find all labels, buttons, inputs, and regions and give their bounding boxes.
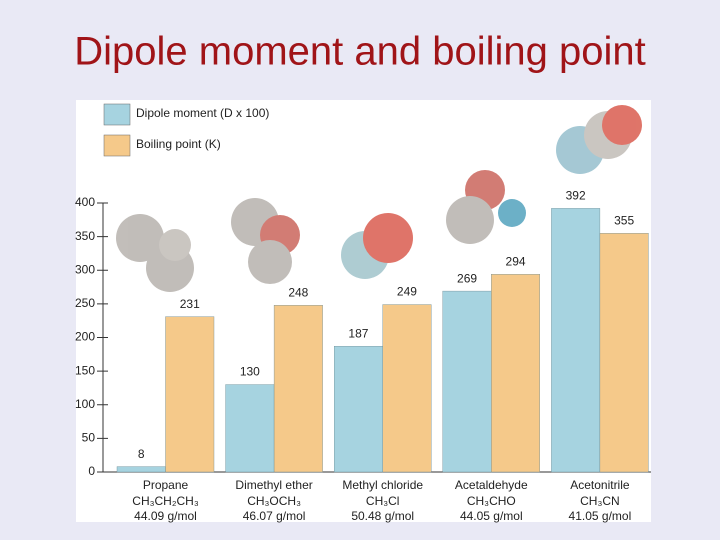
molar-mass-label: 44.05 g/mol [460, 509, 523, 523]
bar [442, 290, 492, 473]
formula-label: CH₃Cl [366, 494, 400, 508]
x-tick-label: Propane [143, 478, 189, 492]
bar [334, 346, 383, 473]
bar [491, 274, 540, 473]
bar [382, 304, 432, 473]
bar [599, 233, 649, 473]
value-label: 269 [457, 271, 477, 285]
molar-mass-label: 50.48 g/mol [351, 509, 414, 523]
y-tick-label: 400 [75, 195, 95, 209]
x-tick-label: Dimethyl ether [235, 478, 312, 492]
bar [165, 316, 215, 473]
x-tick-label: Acetonitrile [570, 478, 630, 492]
value-label: 294 [506, 254, 526, 268]
y-tick-label: 250 [75, 296, 95, 310]
value-label: 248 [288, 285, 308, 299]
x-tick-label: Acetaldehyde [455, 478, 528, 492]
molecule-decoration [116, 105, 642, 292]
y-tick-label: 350 [75, 229, 95, 243]
value-label: 187 [348, 326, 368, 340]
value-label: 392 [566, 189, 586, 203]
y-tick-label: 200 [75, 330, 95, 344]
bar [225, 384, 275, 473]
value-label: 8 [138, 447, 145, 461]
value-label: 249 [397, 285, 417, 299]
chart-title: Dipole moment and boiling point [74, 30, 645, 74]
y-tick-label: 50 [82, 431, 96, 445]
molar-mass-label: 46.07 g/mol [243, 509, 306, 523]
y-tick-label: 0 [88, 464, 95, 478]
bar [551, 208, 601, 473]
legend-label: Dipole moment (D x 100) [136, 106, 269, 120]
bar [273, 305, 323, 473]
formula-label: CH₃CH₂CH₃ [132, 494, 199, 508]
value-label: 130 [240, 365, 260, 379]
formula-label: CH₃CN [580, 494, 620, 508]
formula-label: CH₃CHO [467, 494, 516, 508]
value-label: 355 [614, 213, 634, 227]
y-tick-label: 150 [75, 363, 95, 377]
molar-mass-label: 44.09 g/mol [134, 509, 197, 523]
x-tick-label: Methyl chloride [342, 478, 423, 492]
legend-swatch [103, 103, 131, 126]
molar-mass-label: 41.05 g/mol [569, 509, 632, 523]
y-tick-label: 300 [75, 262, 95, 276]
formula-label: CH₃OCH₃ [247, 494, 301, 508]
legend-swatch [103, 134, 131, 157]
value-label: 231 [180, 297, 200, 311]
y-tick-label: 100 [75, 397, 95, 411]
legend-label: Boiling point (K) [136, 137, 221, 151]
bar [116, 466, 166, 473]
